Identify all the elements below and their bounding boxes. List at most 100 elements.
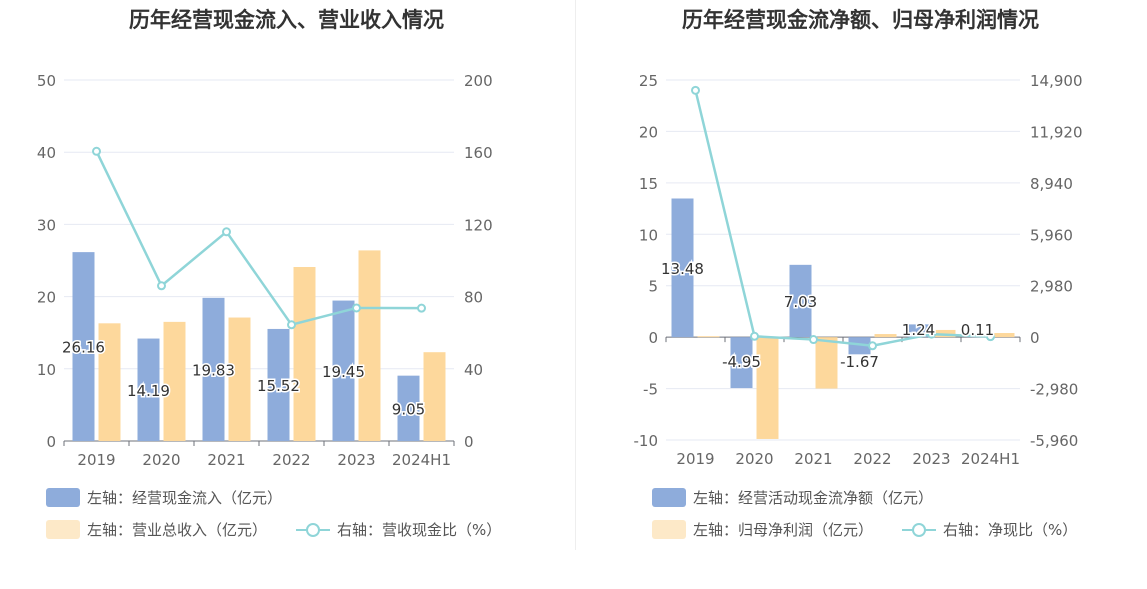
y-tick-label-left: 10: [639, 226, 658, 244]
y-tick-label-left: 20: [639, 123, 658, 141]
left-chart-plot: 50 200 40 160 30 120 20 80 10 40 0 0 2019 2020 2021 202…: [37, 72, 493, 469]
bar-orange: [358, 250, 381, 441]
y-tick-label-left: 0: [648, 329, 658, 347]
y-tick-label-right: 0: [464, 433, 474, 451]
bar-blue: [789, 264, 812, 338]
legend-line-marker-icon: [902, 520, 936, 539]
bar-value-label: 19.45: [322, 363, 365, 381]
legend-item-ratio[interactable]: 右轴：营收现金比（%）: [296, 519, 501, 540]
x-tick-label: 2019: [77, 451, 115, 469]
legend-item-revenue[interactable]: 左轴：营业总收入（亿元）: [46, 519, 267, 540]
y-tick-label-right: 120: [464, 216, 493, 234]
panel-divider: [575, 0, 576, 550]
bar-value-label: 14.19: [127, 382, 170, 400]
y-tick-label-left: 25: [639, 72, 658, 90]
y-tick-label-right: -2,980: [1030, 381, 1078, 399]
y-tick-label-right: 0: [1030, 329, 1040, 347]
x-tick-label: 2020: [735, 450, 773, 468]
y-tick-label-left: 15: [639, 175, 658, 193]
legend-swatch-blue: [46, 488, 80, 507]
line-point: [222, 227, 231, 237]
bar-orange: [228, 317, 251, 441]
bar-blue: [267, 328, 290, 441]
y-tick-label-left: 40: [37, 144, 56, 162]
line-point: [352, 303, 361, 313]
x-tick-label: 2022: [272, 451, 310, 469]
y-tick-label-right: -5,960: [1030, 432, 1078, 450]
legend-item-net-cash-flow[interactable]: 左轴：经营活动现金流净额（亿元）: [652, 487, 933, 508]
legend-swatch-orange: [46, 520, 80, 539]
bar-value-label: 9.05: [392, 400, 425, 418]
bar-value-label: 1.24: [902, 321, 935, 339]
ratio-line: [95, 150, 422, 327]
y-tick-label-right: 14,900: [1030, 72, 1083, 90]
bar-value-label: 19.83: [192, 361, 235, 379]
x-tick-label: 2023: [337, 451, 375, 469]
y-tick-label-left: 20: [37, 289, 56, 307]
legend-label: 右轴：净现比（%）: [943, 521, 1078, 539]
x-tick-label: 2021: [207, 451, 245, 469]
legend-label: 左轴：经营现金流入（亿元）: [87, 489, 283, 507]
bar-blue: [137, 338, 160, 441]
y-tick-label-right: 80: [464, 289, 483, 307]
y-tick-label-right: 11,920: [1030, 123, 1083, 141]
legend-swatch-orange: [652, 520, 686, 539]
y-tick-label-left: -5: [643, 381, 658, 399]
bar-orange: [293, 266, 316, 441]
x-tick-label: 2024H1: [961, 450, 1020, 468]
x-tick-label: 2023: [912, 450, 950, 468]
line-point: [750, 331, 759, 341]
y-tick-label-right: 2,980: [1030, 278, 1073, 296]
bar-value-label: 0.11: [961, 321, 994, 339]
bar-value-label: -1.67: [840, 353, 879, 371]
y-tick-label-right: 5,960: [1030, 226, 1073, 244]
line-point: [92, 146, 101, 156]
y-tick-label-right: 8,940: [1030, 175, 1073, 193]
line-point: [691, 85, 700, 95]
bar-orange: [815, 337, 838, 389]
y-tick-label-left: -10: [634, 432, 659, 450]
legend-label: 左轴：经营活动现金流净额（亿元）: [693, 489, 934, 507]
legend-label: 右轴：营收现金比（%）: [337, 521, 502, 539]
bar-orange: [697, 336, 720, 338]
bar-orange: [163, 321, 186, 441]
x-tick-label: 2021: [794, 450, 832, 468]
legend-item-net-cash-ratio[interactable]: 右轴：净现比（%）: [902, 519, 1077, 540]
line-point: [986, 332, 995, 342]
legend-label: 左轴：营业总收入（亿元）: [87, 521, 268, 539]
y-tick-label-right: 200: [464, 72, 493, 90]
right-chart-plot: 25 14,900 20 11,920 15 8,940 10 5,960 5 2,980 0 0 -5…: [634, 72, 1083, 468]
line-point: [809, 335, 818, 345]
chart-title: 历年经营现金流入、营业收入情况: [129, 8, 444, 32]
bar-blue: [202, 297, 225, 441]
chart-title: 历年经营现金流净额、归母净利润情况: [682, 8, 1039, 32]
line-point: [417, 303, 426, 313]
right-chart-panel: 历年经营现金流净额、归母净利润情况 25 14,900 20 11,920 15 8,94…: [574, 0, 1147, 589]
bar-orange: [756, 337, 779, 439]
bar-orange: [423, 352, 446, 441]
line-point: [927, 329, 936, 339]
line-point: [287, 320, 296, 330]
legend-item-cash-inflow[interactable]: 左轴：经营现金流入（亿元）: [46, 487, 282, 508]
bar-blue: [730, 337, 753, 389]
left-chart-panel: 历年经营现金流入、营业收入情况 50 200 40 160 30 120 20 80 10 40 0…: [0, 0, 573, 589]
bar-blue: [848, 337, 871, 355]
bar-value-label: 7.03: [784, 293, 817, 311]
bar-blue: [397, 375, 420, 441]
y-tick-label-left: 10: [37, 361, 56, 379]
bar-blue: [671, 198, 694, 338]
x-tick-label: 2022: [853, 450, 891, 468]
bar-value-label: 15.52: [257, 377, 300, 395]
legend-line-marker-icon: [296, 520, 330, 539]
y-tick-label-right: 160: [464, 144, 493, 162]
x-tick-label: 2024H1: [392, 451, 451, 469]
legend-label: 左轴：归母净利润（亿元）: [693, 521, 874, 539]
bar-blue: [907, 324, 930, 338]
legend-item-net-profit[interactable]: 左轴：归母净利润（亿元）: [652, 519, 873, 540]
line-point: [868, 341, 877, 351]
line-point: [157, 281, 166, 291]
bar-blue: [332, 300, 355, 441]
bar-orange: [992, 333, 1015, 338]
y-tick-label-left: 50: [37, 72, 56, 90]
legend-swatch-blue: [652, 488, 686, 507]
